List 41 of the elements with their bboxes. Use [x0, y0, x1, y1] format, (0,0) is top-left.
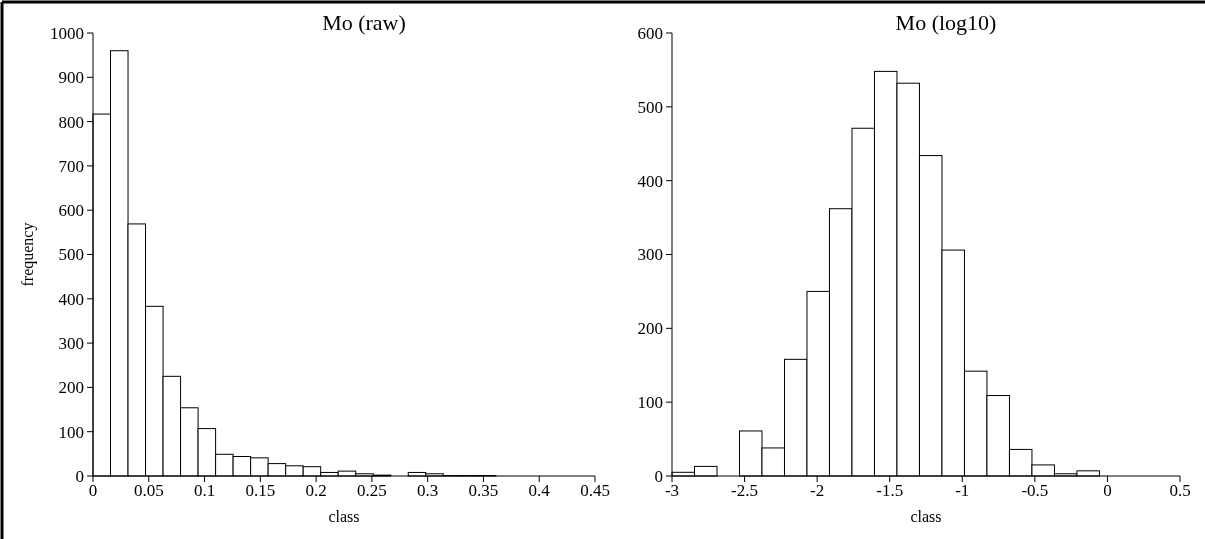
x-axis-title: class — [910, 508, 942, 525]
y-tick-label: 500 — [637, 97, 663, 117]
x-axis-title: class — [328, 508, 360, 525]
x-tick-label: 0.4 — [528, 481, 551, 500]
y-tick-label: 600 — [58, 201, 84, 221]
x-tick-label: -2.5 — [731, 481, 759, 500]
x-tick-label: 0.3 — [417, 481, 439, 500]
y-tick-label: 0 — [654, 466, 663, 486]
y-tick-label: 100 — [637, 393, 663, 413]
x-tick-label: 0.15 — [245, 481, 276, 500]
x-tick-label: -2 — [810, 481, 825, 500]
chart-title: Mo (log10) — [895, 10, 997, 35]
y-tick-label: 200 — [58, 378, 84, 398]
y-tick-label: 700 — [58, 156, 84, 176]
x-tick-label: 0 — [1103, 481, 1112, 500]
y-tick-label: 200 — [637, 319, 663, 339]
x-tick-label: 0.05 — [133, 481, 164, 500]
x-tick-label: 0.25 — [357, 481, 387, 500]
x-tick-label: -1 — [955, 481, 970, 500]
y-tick-label: 1000 — [50, 23, 84, 43]
y-tick-label: 400 — [58, 289, 84, 309]
y-tick-label: 800 — [58, 112, 84, 132]
x-tick-label: 0.2 — [305, 481, 327, 500]
x-tick-label: -0.5 — [1021, 481, 1049, 500]
chart-title: Mo (raw) — [322, 10, 406, 35]
y-tick-label: 0 — [75, 466, 84, 486]
y-tick-label: 600 — [637, 23, 663, 43]
y-tick-label: 300 — [637, 245, 663, 265]
y-tick-label: 900 — [58, 68, 84, 88]
x-tick-label: 0.45 — [580, 481, 610, 500]
x-tick-label: -1.5 — [876, 481, 904, 500]
x-tick-label: 0.35 — [468, 481, 499, 500]
y-axis-title: frequency — [19, 222, 37, 287]
y-tick-label: 400 — [637, 171, 663, 191]
x-tick-label: 0.1 — [193, 481, 216, 500]
y-tick-label: 300 — [58, 334, 84, 354]
x-tick-label: 0 — [88, 481, 98, 500]
x-tick-label: 0.5 — [1169, 481, 1191, 500]
y-tick-label: 100 — [58, 422, 84, 442]
y-tick-label: 500 — [58, 245, 84, 265]
x-tick-label: -3 — [664, 481, 680, 500]
